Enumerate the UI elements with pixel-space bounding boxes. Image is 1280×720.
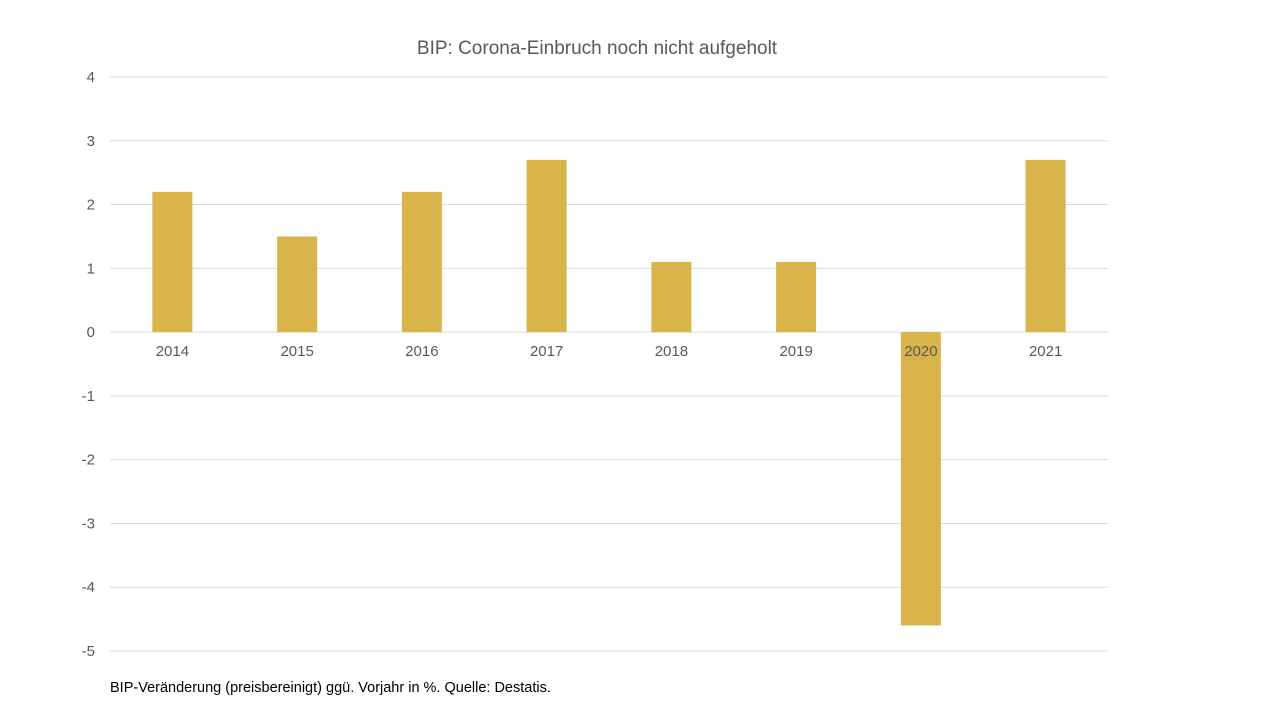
x-tick-label: 2015: [280, 343, 313, 360]
y-tick-label: 3: [87, 133, 95, 150]
y-tick-label: -5: [82, 643, 95, 660]
y-tick-label: 1: [87, 260, 95, 277]
chart-footnote: BIP-Veränderung (preisbereinigt) ggü. Vo…: [110, 680, 551, 696]
x-tick-label: 2016: [405, 343, 438, 360]
bar-2016: [401, 191, 442, 333]
y-tick-label: 0: [87, 324, 95, 341]
y-tick-label: 4: [87, 69, 95, 86]
y-tick-label: 2: [87, 197, 95, 214]
x-tick-label: 2019: [779, 343, 812, 360]
bar-2018: [651, 261, 692, 333]
y-tick-label: -1: [82, 388, 95, 405]
bar-2019: [776, 261, 817, 333]
y-axis-tick-labels: 4 3 2 1 0 -1 -2 -3 -4 -5: [82, 69, 95, 660]
y-tick-label: -3: [82, 515, 95, 532]
x-tick-label: 2018: [655, 343, 688, 360]
bar-2017: [526, 159, 567, 333]
x-tick-label: 2021: [1029, 343, 1062, 360]
y-tick-label: -2: [82, 452, 95, 469]
chart-title: BIP: Corona-Einbruch noch nicht aufgehol…: [417, 38, 778, 59]
bar-2015: [277, 236, 318, 333]
bar-2020: [900, 332, 941, 626]
x-tick-label: 2014: [156, 343, 189, 360]
y-tick-label: -4: [82, 579, 95, 596]
bar-2021: [1025, 159, 1066, 333]
x-tick-label: 2017: [530, 343, 563, 360]
bar-2014: [152, 191, 193, 333]
bars: [152, 159, 1066, 626]
x-tick-label: 2020: [904, 343, 937, 360]
x-axis-tick-labels: 2014 2015 2016 2017 2018 2019 2020 2021: [156, 343, 1063, 360]
gridlines: [110, 76, 1108, 652]
